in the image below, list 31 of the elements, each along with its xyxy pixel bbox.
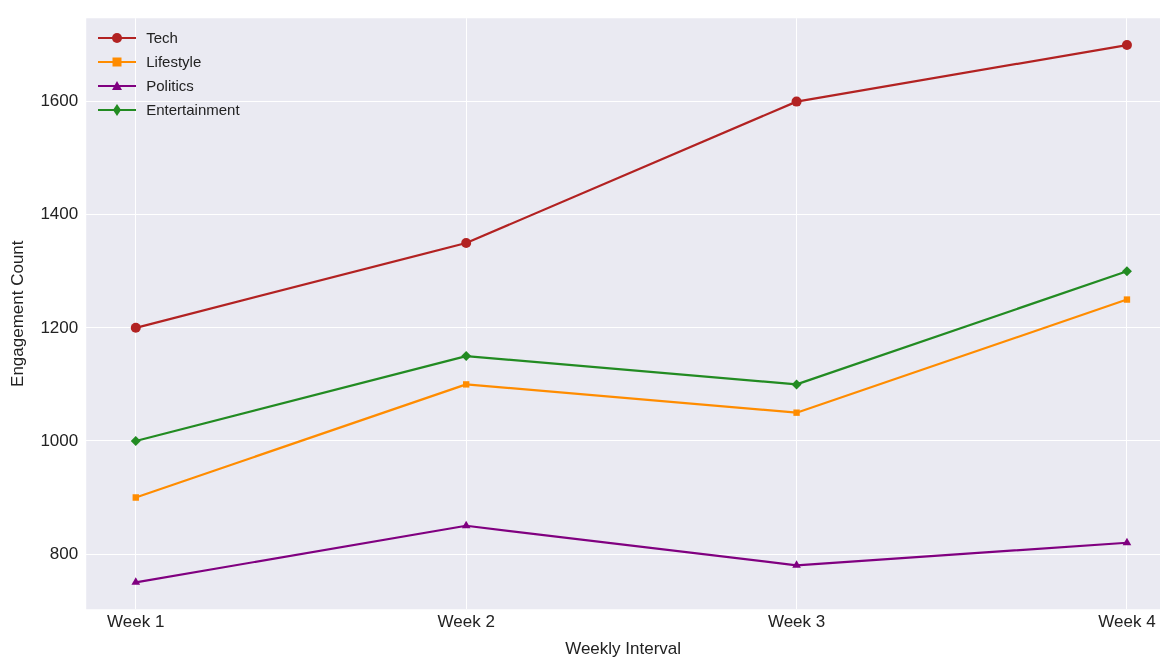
point <box>791 96 802 107</box>
legend-label: Tech <box>146 28 178 49</box>
point <box>793 409 800 416</box>
point <box>1121 40 1132 51</box>
point <box>461 351 472 362</box>
x-tick-label: Week 2 <box>437 612 495 632</box>
point <box>132 494 139 501</box>
legend-label: Entertainment <box>146 100 240 121</box>
y-tick-label: 1000 <box>40 430 79 450</box>
point <box>1122 537 1132 546</box>
legend-label: Politics <box>146 76 194 97</box>
y-tick-label: 800 <box>49 543 79 563</box>
point <box>461 520 471 529</box>
x-axis-title: Weekly Interval <box>565 639 682 659</box>
y-tick-label: 1400 <box>40 204 79 224</box>
y-tick-label: 1200 <box>40 317 79 337</box>
point <box>1123 296 1131 303</box>
point <box>131 577 141 585</box>
x-tick-label: Week 1 <box>107 612 165 632</box>
point <box>130 322 141 333</box>
point <box>1121 266 1132 277</box>
legend-label: Lifestyle <box>146 52 202 73</box>
point <box>462 381 470 388</box>
point <box>791 379 802 390</box>
y-axis-title: Engagement Count <box>7 240 27 387</box>
point <box>792 560 801 568</box>
x-tick-label: Week 3 <box>767 612 826 632</box>
x-tick-label: Week 4 <box>1098 612 1156 632</box>
y-tick-label: 1600 <box>40 91 79 111</box>
point <box>130 435 141 446</box>
point <box>461 238 472 249</box>
